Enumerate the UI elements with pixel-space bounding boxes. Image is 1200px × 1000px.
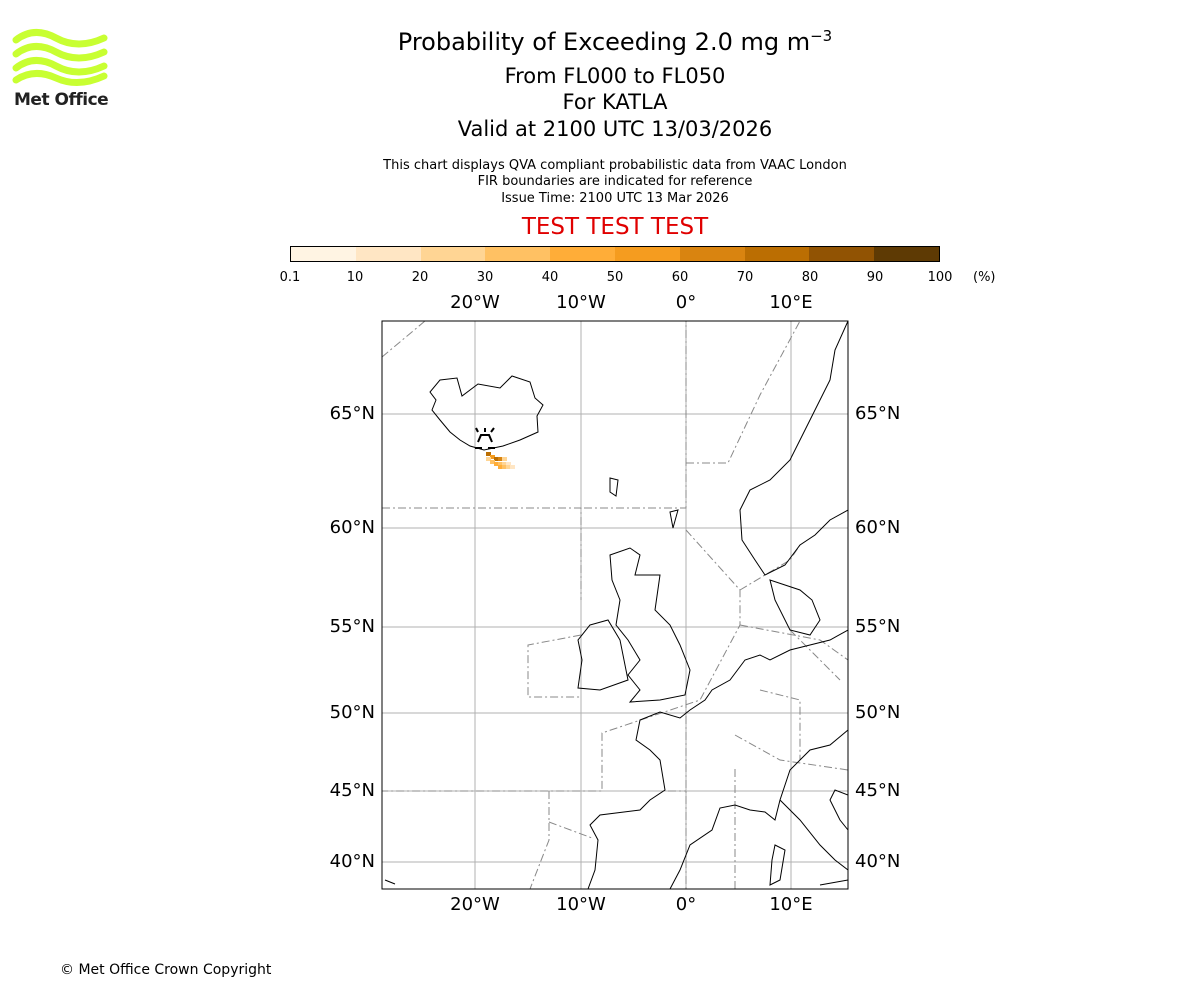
info-line: FIR boundaries are indicated for referen… <box>477 174 753 189</box>
axis-label: 65°N <box>329 403 375 424</box>
ash-cell <box>490 455 495 459</box>
ash-cell <box>506 465 511 469</box>
colorbar-bin <box>809 247 875 261</box>
ash-cell <box>502 465 507 469</box>
colorbar-tick: 90 <box>866 270 884 285</box>
colorbar-bin <box>485 247 551 261</box>
valid-time: Valid at 2100 UTC 13/03/2026 <box>457 117 773 141</box>
colorbar-unit: (%) <box>973 270 996 285</box>
axis-label: 55°N <box>329 616 375 637</box>
ash-cell <box>502 462 507 466</box>
colorbar-bin <box>420 247 486 261</box>
colorbar-tick: 50 <box>606 270 624 285</box>
ash-cell <box>498 457 503 461</box>
colorbar-tick: 20 <box>411 270 429 285</box>
axis-label: 10°W <box>556 894 606 915</box>
fir-boundaries <box>382 321 848 889</box>
axis-label: 60°N <box>855 517 901 538</box>
ash-cell <box>486 452 491 456</box>
axis-label: 0° <box>675 894 697 915</box>
colorbar-bin <box>679 247 745 261</box>
colorbar-tick: 40 <box>541 270 559 285</box>
axis-label: 45°N <box>855 780 901 801</box>
ash-cell <box>486 457 491 461</box>
ash-cell <box>494 457 499 461</box>
coastlines <box>384 321 848 889</box>
issue-time: Issue Time: 2100 UTC 13 Mar 2026 <box>501 191 729 206</box>
met-office-logo <box>12 29 108 86</box>
ash-cell <box>506 462 511 466</box>
flight-levels: From FL000 to FL050 <box>504 64 726 88</box>
test-banner: TEST TEST TEST <box>521 214 709 240</box>
axis-label: 10°W <box>556 292 606 313</box>
colorbar-bin <box>355 247 421 261</box>
colorbar-tick: 80 <box>801 270 819 285</box>
ash-cell <box>494 462 499 466</box>
colorbar-tick: 100 <box>927 270 953 285</box>
volcano-name: For KATLA <box>562 90 668 114</box>
axis-label: 40°N <box>855 851 901 872</box>
axis-label: 50°N <box>329 702 375 723</box>
info-line: This chart displays QVA compliant probab… <box>383 158 847 173</box>
colorbar-tick: 60 <box>671 270 689 285</box>
axis-label: 40°N <box>329 851 375 872</box>
colorbar-bin <box>744 247 810 261</box>
ash-cell <box>498 462 503 466</box>
colorbar-tick: 0.1 <box>279 270 301 285</box>
axis-label: 65°N <box>855 403 901 424</box>
ash-probability-cells <box>486 452 515 469</box>
colorbar <box>290 246 940 262</box>
ash-cell <box>510 465 515 469</box>
colorbar-bin <box>614 247 680 261</box>
axis-label: 20°W <box>450 894 500 915</box>
logo-text: Met Office <box>14 90 109 110</box>
chart-title: Probability of Exceeding 2.0 mg m−3 <box>397 27 833 56</box>
colorbar-tick: 70 <box>736 270 754 285</box>
axis-label: 60°N <box>329 517 375 538</box>
colorbar-bin <box>874 247 939 261</box>
colorbar-bin <box>291 247 356 261</box>
axis-label: 55°N <box>855 616 901 637</box>
colorbar-tick: 30 <box>476 270 494 285</box>
axis-label: 10°E <box>769 292 813 313</box>
axis-label: 10°E <box>769 894 813 915</box>
axis-label: 0° <box>675 292 697 313</box>
colorbar-bin <box>550 247 615 261</box>
ash-cell <box>502 457 507 461</box>
axis-label: 20°W <box>450 292 500 313</box>
graticule <box>382 321 848 889</box>
colorbar-tick: 10 <box>346 270 364 285</box>
axis-label: 50°N <box>855 702 901 723</box>
ash-cell <box>490 460 495 464</box>
axis-label: 45°N <box>329 780 375 801</box>
volcano-icon <box>475 427 495 449</box>
map-frame <box>381 320 849 890</box>
ash-cell <box>498 465 503 469</box>
copyright: © Met Office Crown Copyright <box>60 962 272 978</box>
